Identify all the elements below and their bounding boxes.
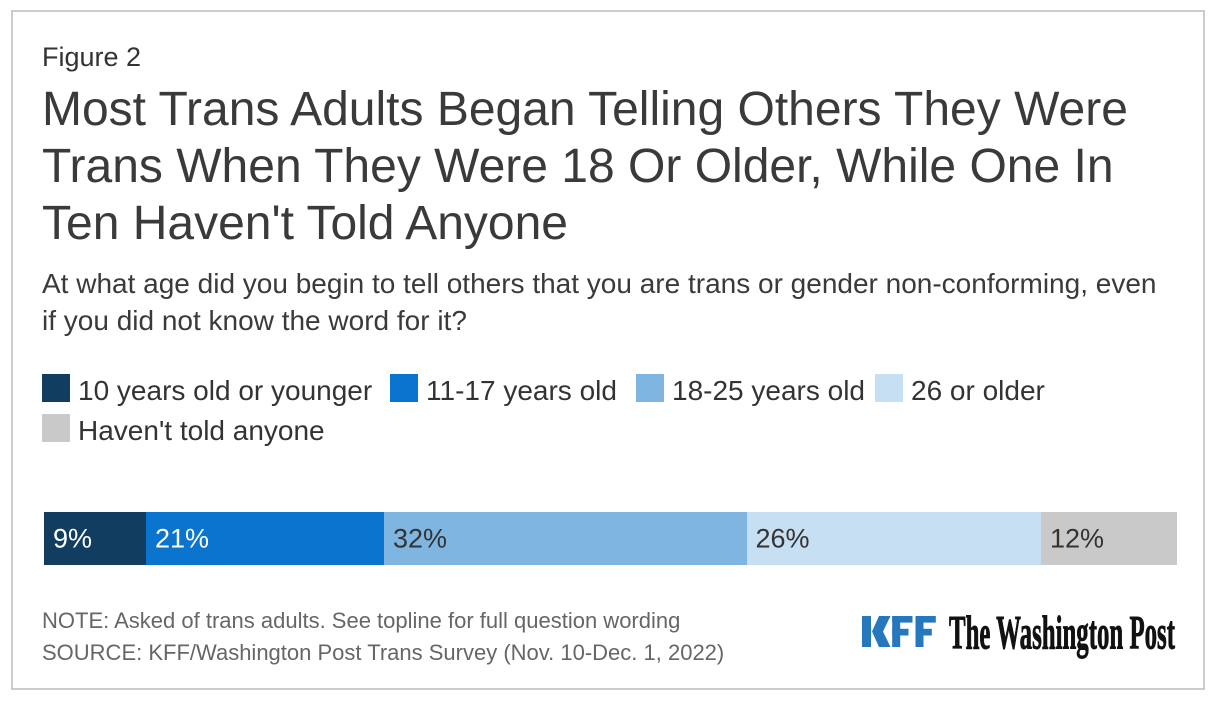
svg-text:The Washington Post: The Washington Post — [949, 607, 1175, 660]
